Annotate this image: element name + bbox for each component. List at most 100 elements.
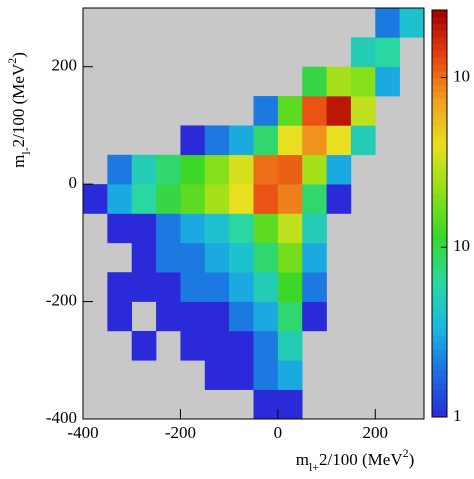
heatmap-cell [253, 125, 279, 156]
heatmap-cell [253, 184, 279, 214]
colorbar-segment [432, 71, 447, 79]
heatmap-cell [156, 272, 181, 302]
colorbar-segment [432, 362, 447, 370]
colorbar-segment [432, 98, 447, 106]
x-axis-label: ml+2/100 (MeV2) [296, 446, 415, 474]
colorbar-segment [432, 50, 447, 58]
heatmap-cell [156, 301, 181, 332]
heatmap-cell [229, 330, 254, 361]
colorbar-segment [432, 403, 447, 411]
colorbar-segment [432, 43, 447, 52]
heatmap-cell [180, 301, 206, 332]
colorbar-segment [432, 159, 447, 167]
colorbar-segment [432, 389, 447, 398]
heatmap-cell [302, 154, 327, 185]
heatmap-cell [229, 242, 254, 273]
heatmap-cell [277, 154, 303, 185]
heatmap-cell [180, 154, 206, 185]
colorbar-segment [432, 396, 447, 404]
heatmap-cell [156, 184, 181, 214]
y_label-part: l- [19, 147, 33, 154]
heatmap-cell [302, 184, 327, 214]
heatmap-cell [375, 66, 400, 97]
heatmap-cell [253, 272, 279, 302]
heatmap-cell [131, 272, 157, 302]
colorbar-segment [432, 281, 447, 289]
heatmap-cell [277, 360, 303, 390]
heatmap-cell [131, 213, 157, 244]
heatmap-cell [326, 184, 352, 214]
heatmap-cell [107, 272, 133, 302]
heatmap-cell [229, 154, 254, 185]
colorbar-segment [432, 213, 447, 221]
y-tick-label: -200 [46, 290, 77, 309]
heatmap-cell [277, 389, 303, 420]
colorbar-segment [432, 335, 447, 343]
colorbar-tick-label: 10 [453, 236, 470, 255]
colorbar-segment [432, 274, 447, 282]
y-tick-label: 0 [69, 173, 78, 192]
colorbar-segment [432, 166, 447, 174]
heatmap-cell [326, 125, 352, 156]
colorbar-segment [432, 77, 447, 86]
heatmap-cell [156, 242, 181, 273]
colorbar-segment [432, 233, 447, 242]
colorbar-segment [432, 132, 447, 140]
colorbar-segment [432, 227, 447, 235]
colorbar-segment [432, 369, 447, 377]
colorbar-segment [432, 322, 447, 330]
heatmap-cell [253, 301, 279, 332]
colorbar-segment [432, 355, 447, 364]
heatmap-cell [375, 37, 400, 68]
colorbar-segment [432, 288, 447, 296]
colorbar-segment [432, 37, 447, 45]
colorbar-segment [432, 179, 447, 187]
colorbar-segment [432, 308, 447, 316]
heatmap-cell [156, 213, 181, 244]
heatmap-cell [229, 125, 254, 156]
colorbar-segment [432, 138, 447, 147]
colorbar-frame [431, 9, 448, 418]
colorbar-segment [432, 410, 447, 418]
colorbar-segment [432, 267, 447, 275]
heatmap-cell [277, 242, 303, 273]
plot-frame [82, 7, 425, 420]
colorbar-segment [432, 247, 447, 255]
heatmap-cell [180, 242, 206, 273]
colorbar-segment [432, 383, 447, 391]
colorbar-segment [432, 84, 447, 92]
colorbar-segment [432, 260, 447, 269]
heatmap-cell [204, 213, 230, 244]
colorbar-segment [432, 240, 447, 248]
colorbar-segment [432, 23, 447, 31]
heatmap-cell [131, 330, 157, 361]
heatmap-cell [350, 96, 376, 126]
colorbar-segment [432, 199, 447, 208]
heatmap-cell [253, 360, 279, 390]
heatmap-cell [107, 213, 133, 244]
colorbar-segment [432, 145, 447, 153]
heatmap-cell [229, 301, 254, 332]
colorbar-segment [432, 104, 447, 113]
x_label-part: m [296, 450, 309, 469]
heatmap-cell [131, 154, 157, 185]
heatmap-cell [253, 330, 279, 361]
heatmap-cell [277, 272, 303, 302]
heatmap-cell [302, 96, 327, 126]
x-tick-label: -200 [165, 423, 196, 442]
heatmap-cell [302, 213, 327, 244]
heatmap-cell [204, 330, 230, 361]
heatmap-cell [131, 242, 157, 273]
heatmap-cell [229, 272, 254, 302]
y_label-part: ) [9, 52, 28, 58]
heatmap-cell [302, 125, 327, 156]
heatmap-cell [204, 154, 230, 185]
heatmap-cell [326, 96, 352, 126]
x_label-part: 2/100 (MeV [319, 450, 403, 469]
heatmap-cell [180, 125, 206, 156]
heatmap-cell [326, 66, 352, 97]
colorbar-segment [432, 328, 447, 336]
heatmap-cell [326, 154, 352, 185]
heatmap-cell [277, 184, 303, 214]
heatmap-cell [253, 96, 279, 126]
